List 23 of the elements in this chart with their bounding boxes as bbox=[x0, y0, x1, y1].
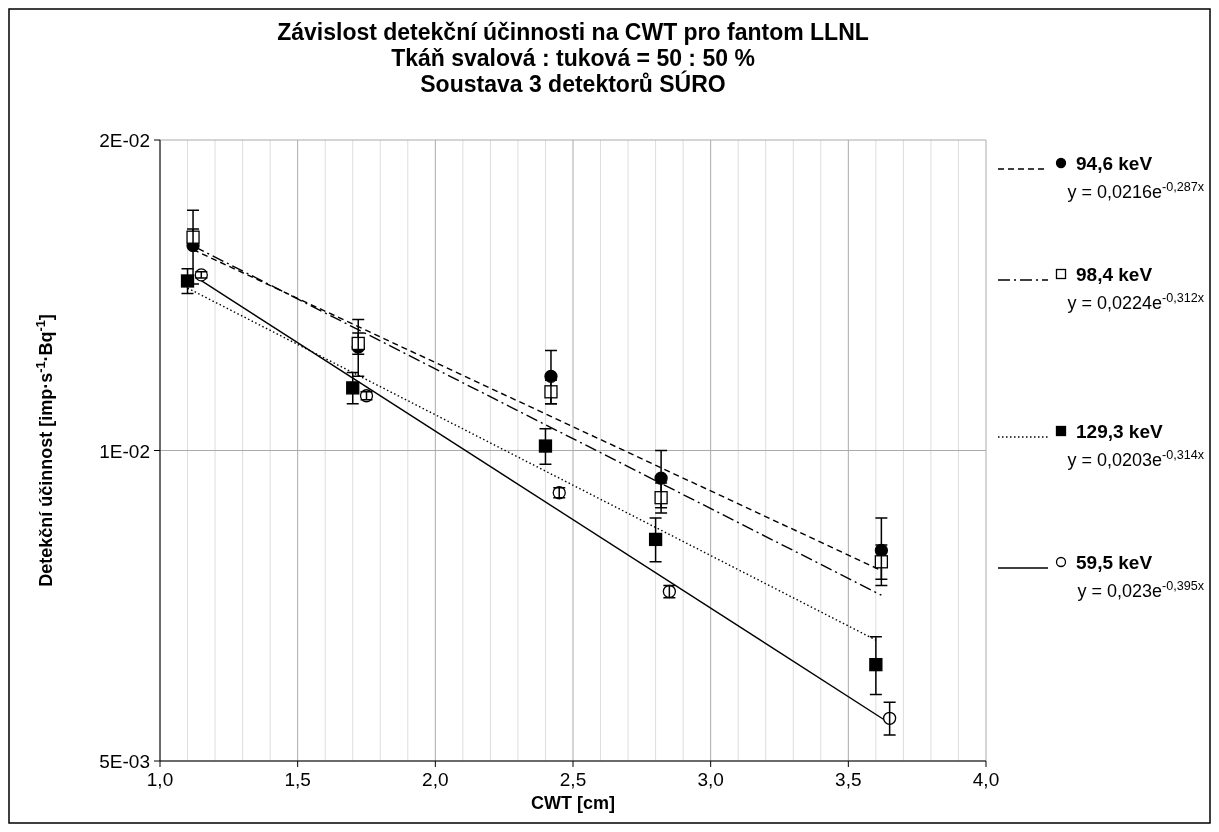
legend-label: 98,4 keV bbox=[1076, 264, 1153, 285]
chart-title: Závislost detekční účinnosti na CWT pro fantom LLNL Tkáň svalová : tuková = 50 : 50 % Soustava 3 detektorů SÚRO bbox=[277, 19, 869, 97]
legend-label: 129,3 keV bbox=[1076, 421, 1163, 442]
point bbox=[346, 381, 360, 395]
legend-label: 59,5 keV bbox=[1076, 552, 1153, 573]
y-tick-label: 1E-02 bbox=[99, 440, 150, 462]
x-tick-label: 3,0 bbox=[697, 769, 724, 790]
legend-label: 94,6 keV bbox=[1076, 153, 1153, 174]
text: y = 0,0216e$^{-0,287x}$ bbox=[1067, 180, 1205, 202]
x-axis-title: CWT [cm] bbox=[531, 793, 615, 813]
text: y = 0,0224e$^{-0,312x}$ bbox=[1067, 291, 1205, 313]
y-tick-label: 5E-03 bbox=[99, 751, 150, 772]
x-tick-label: 2,5 bbox=[559, 769, 587, 790]
text: y = 0,023e$^{-0,395x}$ bbox=[1077, 579, 1205, 601]
x-tick-label: 4,0 bbox=[972, 769, 1000, 790]
x-tick-label: 1,5 bbox=[284, 769, 311, 790]
point bbox=[538, 439, 553, 453]
text: y = 0,0203e$^{-0,314x}$ bbox=[1067, 448, 1205, 470]
x-tick-label: 1,0 bbox=[146, 769, 174, 790]
y-tick-label: 2E-02 bbox=[99, 130, 150, 151]
x-tick-label: 2,0 bbox=[422, 769, 449, 790]
point bbox=[180, 274, 195, 288]
x-tick-label: 3,5 bbox=[835, 769, 862, 790]
